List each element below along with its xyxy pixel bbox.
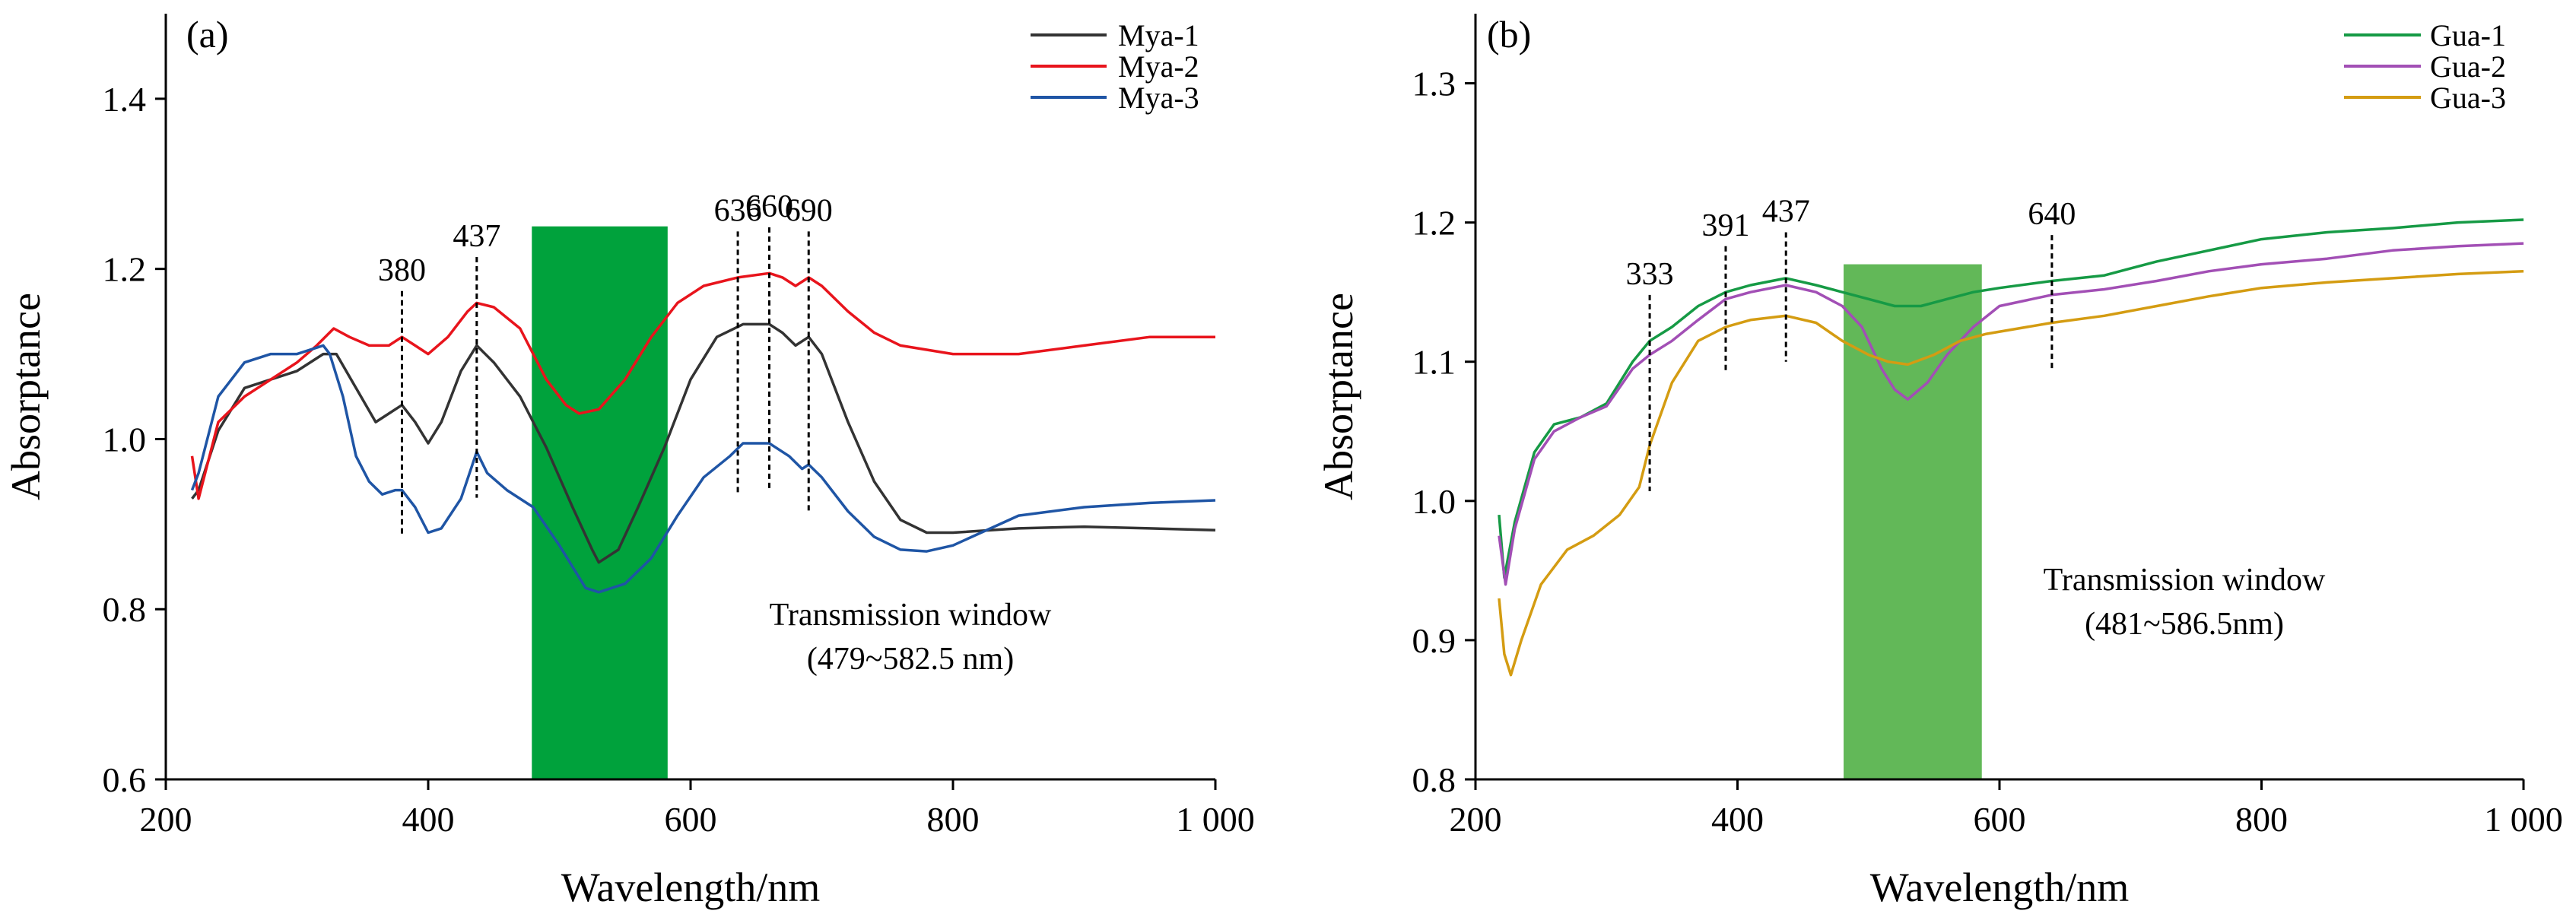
series-line-mya-2 xyxy=(190,271,1215,500)
y-tick-label: 1.4 xyxy=(103,80,147,119)
transmission-window-band xyxy=(1844,264,1982,780)
x-tick-label: 600 xyxy=(665,800,717,839)
legend-label: Gua-3 xyxy=(2430,81,2506,115)
legend-label: Gua-1 xyxy=(2430,18,2506,52)
peak-label: 660 xyxy=(745,189,793,224)
x-tick-label: 1 000 xyxy=(1176,800,1255,839)
y-tick-label: 1.3 xyxy=(1412,65,1456,103)
y-tick-label: 0.6 xyxy=(103,760,147,799)
y-axis-title: Absorptance xyxy=(1316,293,1361,500)
y-tick-label: 1.1 xyxy=(1412,343,1456,382)
legend-label: Gua-2 xyxy=(2430,49,2506,84)
transmission-window-annotation: (481~586.5nm) xyxy=(2085,607,2284,642)
x-axis-title: Wavelength/nm xyxy=(1870,865,2130,910)
x-tick-label: 200 xyxy=(140,800,192,839)
y-tick-label: 1.0 xyxy=(1412,482,1456,521)
panel-label: (a) xyxy=(186,13,229,56)
x-axis-title: Wavelength/nm xyxy=(561,865,821,910)
x-tick-label: 600 xyxy=(1974,800,2026,839)
peak-label: 636 xyxy=(714,193,762,228)
y-tick-label: 1.0 xyxy=(103,420,147,458)
series-line-gua-2 xyxy=(1498,242,2524,586)
y-tick-label: 0.8 xyxy=(1412,760,1456,799)
chart-panel-0: 200 400 600 800 1 000 0.6 0.8 1.0 1.2 1.4 Waveleng… xyxy=(3,13,1255,910)
legend-label: Mya-2 xyxy=(1118,49,1199,84)
y-tick-label: 1.2 xyxy=(103,250,147,289)
transmission-window-annotation: Transmission window xyxy=(2044,563,2326,598)
y-axis-title: Absorptance xyxy=(3,293,49,500)
transmission-window-annotation: Transmission window xyxy=(770,598,1052,633)
x-tick-label: 400 xyxy=(1711,800,1764,839)
x-tick-label: 400 xyxy=(402,800,455,839)
panel-label: (b) xyxy=(1487,13,1531,56)
legend-label: Mya-1 xyxy=(1118,18,1199,52)
x-tick-label: 800 xyxy=(2235,800,2288,839)
x-tick-label: 200 xyxy=(1450,800,1502,839)
peak-label: 437 xyxy=(453,219,500,254)
peak-label: 690 xyxy=(785,193,833,228)
transmission-window-annotation: (479~582.5 nm) xyxy=(807,642,1014,677)
transmission-window-band xyxy=(532,226,668,779)
peak-label: 380 xyxy=(378,253,426,288)
peak-label: 437 xyxy=(1762,194,1810,229)
chart-panel-1: 200 400 600 800 1 000 0.8 0.9 1.0 1.1 1.2 1.3 Wavel… xyxy=(1316,13,2563,910)
y-tick-label: 1.2 xyxy=(1412,204,1456,243)
legend-label: Mya-3 xyxy=(1118,81,1199,115)
x-tick-label: 800 xyxy=(927,800,980,839)
y-tick-label: 0.8 xyxy=(103,590,147,629)
series-line-gua-3 xyxy=(1498,269,2524,677)
x-tick-label: 1 000 xyxy=(2484,800,2563,839)
peak-label: 640 xyxy=(2028,197,2076,232)
peak-label: 333 xyxy=(1626,257,1674,292)
peak-label: 391 xyxy=(1701,208,1749,243)
series-line-mya-3 xyxy=(190,344,1216,594)
series-line-mya-1 xyxy=(191,322,1216,564)
y-tick-label: 0.9 xyxy=(1412,621,1456,660)
